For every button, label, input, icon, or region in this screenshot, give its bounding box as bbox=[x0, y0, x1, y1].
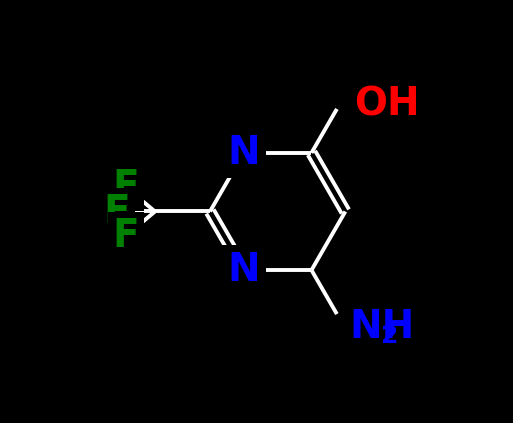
Text: 2: 2 bbox=[381, 324, 399, 348]
Text: F: F bbox=[112, 168, 139, 206]
Text: F: F bbox=[104, 192, 130, 231]
Text: OH: OH bbox=[354, 86, 420, 124]
Text: NH: NH bbox=[349, 308, 415, 346]
Text: N: N bbox=[227, 134, 260, 172]
Text: F: F bbox=[112, 217, 139, 255]
Text: N: N bbox=[227, 251, 260, 289]
